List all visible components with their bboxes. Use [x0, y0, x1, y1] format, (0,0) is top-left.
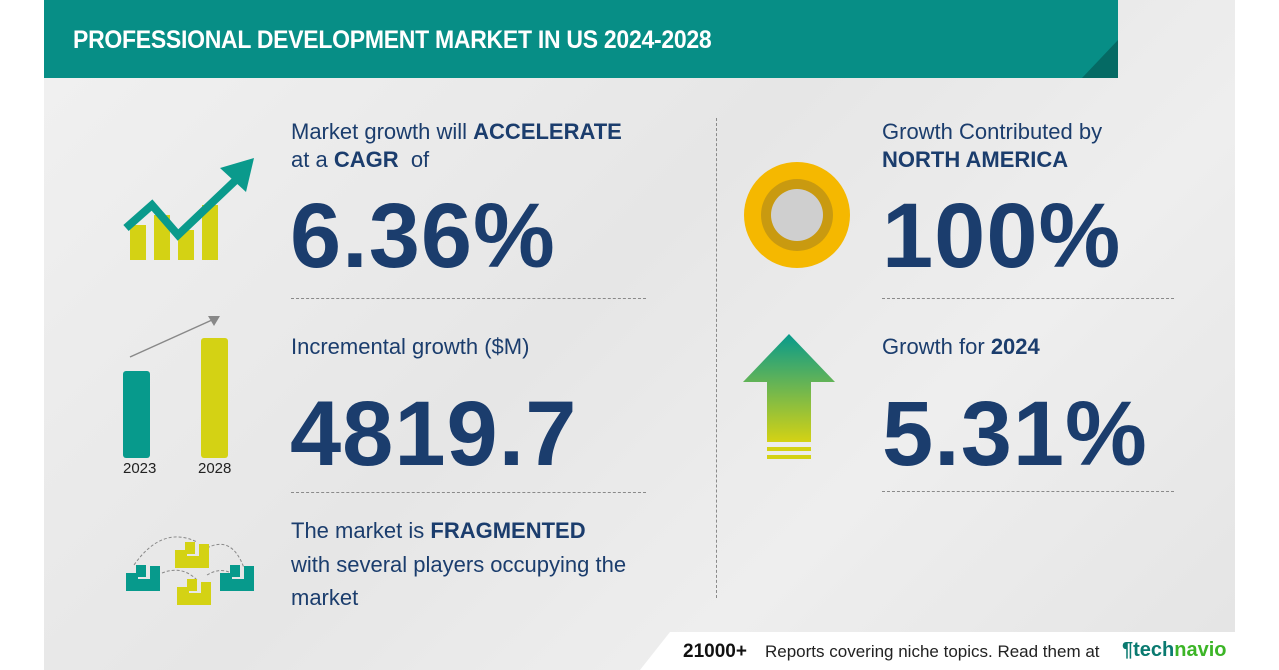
logo-icon: ¶: [1122, 639, 1134, 661]
divider: [291, 492, 646, 493]
technavio-logo[interactable]: ¶technavio: [1122, 639, 1227, 661]
footer-text: Reports covering niche topics. Read them…: [765, 642, 1100, 661]
fragmented-line2: with several players occupying the: [291, 552, 627, 577]
region-ring-icon: [744, 162, 850, 268]
incremental-label: Incremental growth ($M): [291, 334, 530, 359]
growth-year-label: Growth for 2024: [882, 334, 1040, 359]
report-count: 21000+: [683, 641, 747, 662]
column-divider: [716, 118, 717, 598]
region-line1: Growth Contributed by: [882, 119, 1103, 144]
region-value: 100%: [882, 185, 1122, 287]
incremental-value: 4819.7: [290, 383, 578, 485]
buildings-icon: [126, 536, 254, 605]
bar-comparison-icon: [123, 316, 228, 458]
header-banner: [44, 0, 1118, 78]
cagr-value: 6.36%: [290, 185, 556, 287]
divider: [291, 298, 646, 299]
up-arrow-icon: [743, 334, 835, 459]
divider: [882, 491, 1174, 492]
year-label-2023: 2023: [123, 460, 157, 477]
divider: [882, 298, 1174, 299]
footer-band: [640, 632, 1279, 670]
banner-fold: [1082, 40, 1118, 78]
fragmented-line3: market: [291, 585, 359, 610]
growth-year-value: 5.31%: [882, 383, 1148, 485]
fragmented-line1: The market is FRAGMENTED: [291, 518, 586, 543]
year-label-2028: 2028: [198, 460, 232, 477]
growth-trend-icon: [123, 158, 254, 260]
cagr-line1: Market growth will ACCELERATE: [291, 119, 622, 144]
region-line2: NORTH AMERICA: [882, 147, 1069, 172]
cagr-line2: at a CAGR of: [291, 147, 430, 172]
background-panel: [44, 0, 1235, 670]
page-title: PROFESSIONAL DEVELOPMENT MARKET IN US 20…: [73, 26, 712, 54]
